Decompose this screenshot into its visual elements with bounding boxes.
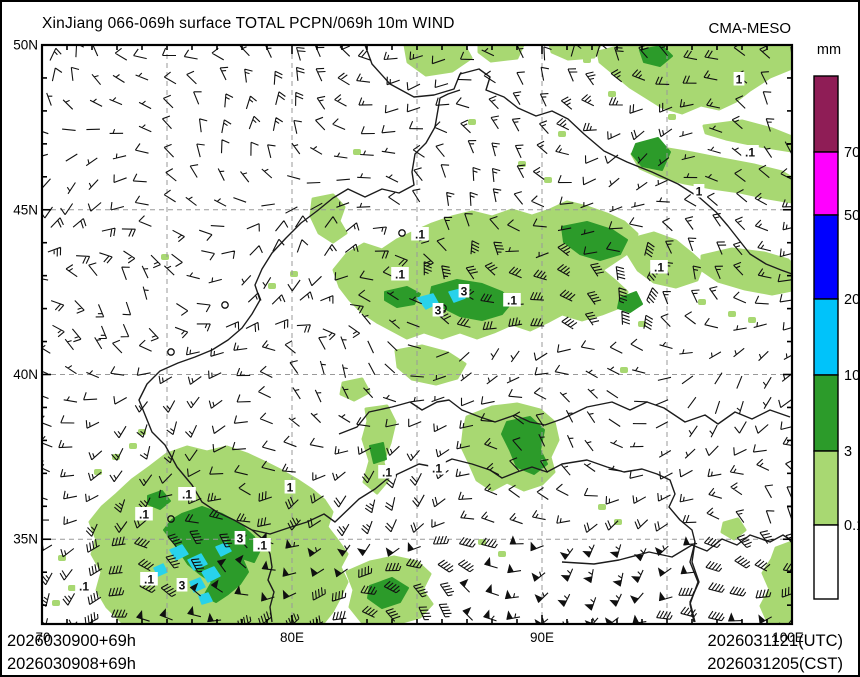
colorbar-segment	[813, 151, 839, 216]
colorbar-segment	[813, 214, 839, 300]
colorbar-segment	[813, 524, 839, 600]
valid-time-cst: 2026031205(CST)	[707, 655, 843, 673]
chart-title: XinJiang 066-069h surface TOTAL PCPN/069…	[42, 15, 455, 32]
contour-label-box	[234, 531, 246, 545]
colorbar-tick-label: 0.1	[844, 518, 860, 534]
colorbar-segment	[813, 450, 839, 526]
colorbar-tick-label: 70	[844, 145, 860, 161]
gridline-layer	[42, 45, 792, 624]
contour-label: 1	[736, 73, 743, 87]
colorbar: mm 70 50 20 10 3 0.1	[813, 42, 860, 600]
contour-label-layer: .1 .1 3 3 .1 1 .1 1 .1 .1 .1 1 .1 .1 3 .1 .1 3 .1	[75, 72, 759, 594]
axis-label-layer: 50N 45N 40N 35N 70 80E 90E 100E	[13, 38, 804, 646]
calm-wind-circle	[167, 515, 175, 523]
contour-label-box	[650, 260, 668, 274]
colorbar-segment	[813, 374, 839, 452]
precip-layer	[52, 45, 792, 624]
contour-label-box	[458, 284, 470, 298]
lat-label: 35N	[13, 532, 38, 547]
contour-label-box	[284, 480, 296, 494]
contour-label-box	[378, 465, 396, 479]
boundary-layer	[138, 45, 792, 623]
valid-time-utc: 2026031121(UTC)	[707, 632, 843, 650]
lat-label: 45N	[13, 202, 38, 217]
map-content: .1 .1 3 3 .1 1 .1 1 .1 .1 .1 1 .1 .1 3 .1 .1 3 .1	[42, 45, 792, 624]
lon-label: 100E	[772, 630, 804, 645]
contour-label-box	[253, 538, 271, 552]
contour-label: 3	[237, 532, 244, 546]
contour-label-box	[140, 572, 158, 586]
contour-label: 3	[435, 304, 442, 318]
contour-label: .1	[139, 508, 149, 522]
contour-label: .1	[395, 268, 405, 282]
colorbar-tick-label: 50	[844, 208, 860, 224]
colorbar-segment	[813, 75, 839, 153]
lon-label: 70	[35, 630, 50, 645]
contour-label: .1	[382, 466, 392, 480]
contour-label-box	[741, 145, 759, 159]
init-times: 2026030900+69h 2026030908+69h	[7, 630, 136, 675]
model-name: CMA-MESO	[708, 20, 792, 37]
contour-label-box	[503, 293, 521, 307]
contour-label: 1	[696, 185, 703, 199]
lon-label: 80E	[280, 630, 304, 645]
contour-label: .1	[257, 539, 267, 553]
calm-wind-circle	[221, 301, 229, 309]
valid-times: 2026031121(UTC) 2026031205(CST)	[707, 630, 843, 675]
colorbar-tick-label: 10	[844, 368, 860, 384]
lat-label: 40N	[13, 367, 38, 382]
contour-label: .1	[432, 462, 442, 476]
calm-wind-circle	[167, 348, 175, 356]
contour-label: .1	[79, 580, 89, 594]
wind-barb-layer	[42, 45, 792, 624]
contour-label: .1	[507, 294, 517, 308]
init-time-line1: 2026030900+69h	[7, 632, 136, 650]
contour-label: 3	[461, 285, 468, 299]
contour-label: .1	[182, 488, 192, 502]
contour-label-box	[75, 579, 93, 593]
contour-label: .1	[415, 228, 425, 242]
wind-barbs	[42, 45, 792, 624]
calm-wind-circle	[398, 229, 406, 237]
contour-label-box	[178, 487, 196, 501]
contour-label-box	[411, 227, 429, 241]
contour-label: .1	[745, 146, 755, 160]
contour-label-box	[432, 303, 444, 317]
contour-label: 1	[287, 481, 294, 495]
lat-label: 50N	[13, 38, 38, 53]
contour-label: 3	[179, 579, 186, 593]
map-frame	[40, 43, 794, 626]
contour-label: .1	[654, 261, 664, 275]
contour-label: .1	[144, 573, 154, 587]
colorbar-tick-label: 20	[844, 292, 860, 308]
colorbar-segment	[813, 298, 839, 376]
contour-label-box	[693, 184, 705, 198]
init-time-line2: 2026030908+69h	[7, 655, 136, 673]
contour-label-box	[391, 267, 409, 281]
lon-label: 90E	[530, 630, 554, 645]
contour-label-box	[733, 72, 745, 86]
colorbar-tick-label: 3	[844, 444, 852, 460]
contour-label-box	[428, 461, 446, 475]
colorbar-units: mm	[817, 42, 841, 58]
contour-label-box	[176, 578, 188, 592]
contour-label-box	[135, 507, 153, 521]
